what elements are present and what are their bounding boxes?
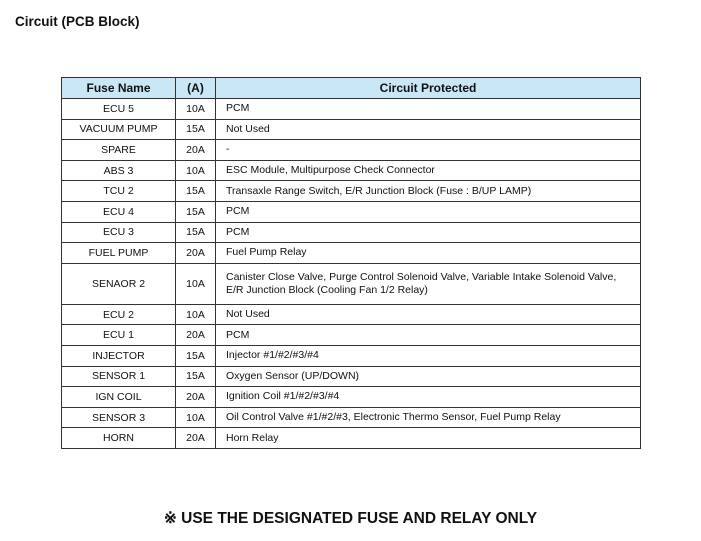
table-row: ECU 4 15A PCM bbox=[61, 200, 641, 223]
circuit-line: E/R Junction Block (Cooling Fan 1/2 Rela… bbox=[226, 283, 428, 296]
amperage-cell: 15A bbox=[175, 118, 216, 141]
fuse-name-cell: ECU 1 bbox=[61, 324, 176, 346]
fuse-name-cell: IGN COIL bbox=[61, 386, 176, 408]
circuit-cell: Transaxle Range Switch, E/R Junction Blo… bbox=[215, 180, 641, 202]
amperage-cell: 20A bbox=[175, 139, 216, 161]
table-row: VACUUM PUMP 15A Not Used bbox=[61, 118, 641, 141]
circuit-cell: PCM bbox=[215, 98, 641, 120]
table-row: SENAOR 2 10A Canister Close Valve, Purge C… bbox=[61, 262, 641, 305]
table-row: SENSOR 3 10A Oil Control Valve #1/#2/#3, E… bbox=[61, 406, 641, 429]
amperage-cell: 20A bbox=[175, 242, 216, 264]
fuse-name-cell: HORN bbox=[61, 427, 176, 449]
page-title: Circuit (PCB Block) bbox=[15, 14, 140, 29]
circuit-cell: - bbox=[215, 139, 641, 161]
circuit-cell: PCM bbox=[215, 200, 641, 223]
table-row: IGN COIL 20A Ignition Coil #1/#2/#3/#4 bbox=[61, 386, 641, 408]
table-row: HORN 20A Horn Relay bbox=[61, 427, 641, 449]
amperage-cell: 15A bbox=[175, 200, 216, 223]
fuse-name-cell: SENAOR 2 bbox=[61, 262, 176, 305]
circuit-cell: Oil Control Valve #1/#2/#3, Electronic T… bbox=[215, 406, 641, 429]
table-row: TCU 2 15A Transaxle Range Switch, E/R Junc… bbox=[61, 180, 641, 202]
circuit-line: Canister Close Valve, Purge Control Sole… bbox=[226, 270, 617, 283]
amperage-cell: 10A bbox=[175, 406, 216, 429]
fuse-name-cell: SENSOR 1 bbox=[61, 365, 176, 388]
circuit-cell: Fuel Pump Relay bbox=[215, 242, 641, 264]
circuit-cell: Not Used bbox=[215, 303, 641, 326]
amperage-cell: 10A bbox=[175, 98, 216, 120]
table-row: FUEL PUMP 20A Fuel Pump Relay bbox=[61, 242, 641, 264]
amperage-cell: 10A bbox=[175, 262, 216, 305]
circuit-cell: Canister Close Valve, Purge Control Sole… bbox=[215, 262, 641, 305]
header-amperage: (A) bbox=[175, 77, 216, 99]
footer-warning: ※ USE THE DESIGNATED FUSE AND RELAY ONLY bbox=[163, 510, 538, 527]
table-row: ABS 3 10A ESC Module, Multipurpose Check C… bbox=[61, 159, 641, 182]
circuit-cell: PCM bbox=[215, 324, 641, 346]
amperage-cell: 15A bbox=[175, 344, 216, 367]
amperage-cell: 20A bbox=[175, 324, 216, 346]
amperage-cell: 10A bbox=[175, 303, 216, 326]
circuit-cell: Horn Relay bbox=[215, 427, 641, 449]
amperage-cell: 20A bbox=[175, 427, 216, 449]
fuse-name-cell: SENSOR 3 bbox=[61, 406, 176, 429]
amperage-cell: 15A bbox=[175, 365, 216, 388]
circuit-cell: Oxygen Sensor (UP/DOWN) bbox=[215, 365, 641, 388]
fuse-name-cell: TCU 2 bbox=[61, 180, 176, 202]
table-row: SPARE 20A - bbox=[61, 139, 641, 161]
circuit-cell: Not Used bbox=[215, 118, 641, 141]
fuse-table: Fuse Name (A) Circuit Protected ECU 5 10A… bbox=[61, 77, 641, 449]
circuit-cell: ESC Module, Multipurpose Check Connector bbox=[215, 159, 641, 182]
circuit-cell: Injector #1/#2/#3/#4 bbox=[215, 344, 641, 367]
fuse-name-cell: ECU 2 bbox=[61, 303, 176, 326]
table-row: ECU 2 10A Not Used bbox=[61, 303, 641, 326]
fuse-name-cell: INJECTOR bbox=[61, 344, 176, 367]
circuit-cell: Ignition Coil #1/#2/#3/#4 bbox=[215, 386, 641, 408]
table-row: ECU 1 20A PCM bbox=[61, 324, 641, 346]
amperage-cell: 15A bbox=[175, 180, 216, 202]
fuse-name-cell: ABS 3 bbox=[61, 159, 176, 182]
fuse-name-cell: VACUUM PUMP bbox=[61, 118, 176, 141]
amperage-cell: 20A bbox=[175, 386, 216, 408]
circuit-cell: PCM bbox=[215, 221, 641, 244]
fuse-name-cell: ECU 3 bbox=[61, 221, 176, 244]
amperage-cell: 15A bbox=[175, 221, 216, 244]
table-row: ECU 5 10A PCM bbox=[61, 98, 641, 120]
fuse-name-cell: ECU 5 bbox=[61, 98, 176, 120]
table-row: INJECTOR 15A Injector #1/#2/#3/#4 bbox=[61, 344, 641, 367]
table-header-row: Fuse Name (A) Circuit Protected bbox=[61, 77, 641, 99]
table-row: SENSOR 1 15A Oxygen Sensor (UP/DOWN) bbox=[61, 365, 641, 388]
header-circuit-protected: Circuit Protected bbox=[215, 77, 641, 99]
fuse-name-cell: SPARE bbox=[61, 139, 176, 161]
header-fuse-name: Fuse Name bbox=[61, 77, 176, 99]
fuse-name-cell: ECU 4 bbox=[61, 200, 176, 223]
amperage-cell: 10A bbox=[175, 159, 216, 182]
table-row: ECU 3 15A PCM bbox=[61, 221, 641, 244]
fuse-name-cell: FUEL PUMP bbox=[61, 242, 176, 264]
